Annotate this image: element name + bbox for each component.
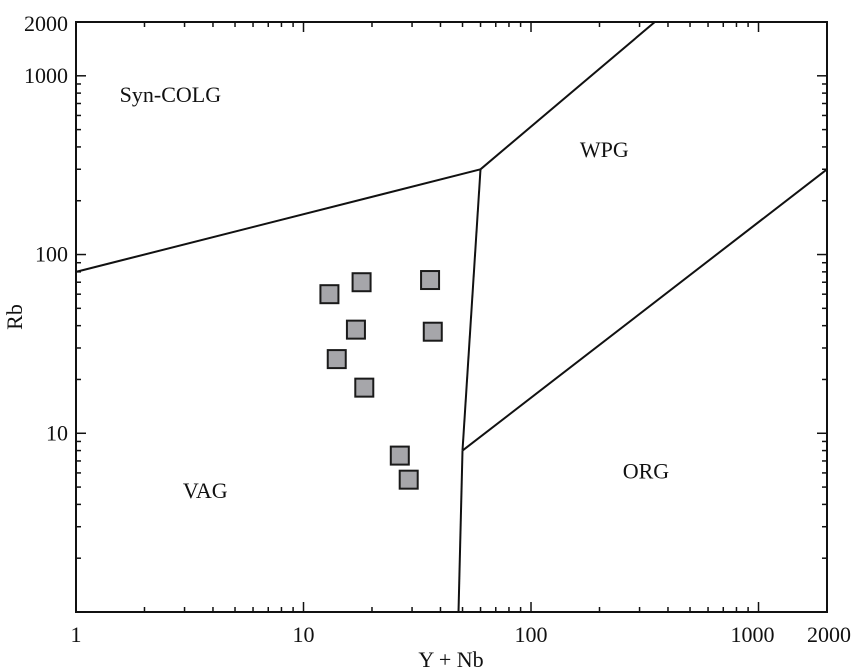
boundary-vag-wpg — [461, 169, 482, 451]
data-point — [422, 321, 443, 342]
boundary-syn-colg-vag — [75, 168, 481, 273]
x-axis-title: Y + Nb — [418, 647, 483, 671]
data-point — [389, 445, 410, 466]
y-axis-title: Rb — [2, 304, 27, 330]
plot-frame — [75, 21, 828, 613]
x-tick-label: 100 — [515, 622, 548, 647]
field-boundaries — [75, 21, 828, 613]
field-label-wpg: WPG — [580, 137, 629, 162]
data-point — [351, 272, 372, 293]
y-tick-label: 10 — [46, 420, 68, 445]
data-points — [319, 270, 443, 490]
data-point — [326, 349, 347, 370]
x-tick-label: 10 — [293, 622, 315, 647]
axis-ticks — [75, 21, 828, 613]
y-tick-label: 1000 — [24, 63, 68, 88]
data-point — [354, 377, 375, 398]
field-label-org: ORG — [623, 458, 670, 483]
data-point — [420, 270, 441, 291]
field-label-syn-colg: Syn-COLG — [120, 82, 222, 107]
x-tick-label: 2000 — [807, 622, 851, 647]
y-tick-label: 2000 — [24, 11, 68, 36]
data-point — [345, 319, 366, 340]
y-tick-label: 100 — [35, 242, 68, 267]
x-tick-label: 1 — [71, 622, 82, 647]
data-point — [319, 284, 340, 305]
boundary-vag-org — [457, 450, 464, 613]
data-point — [398, 469, 419, 490]
boundary-syn-colg-wpg — [479, 21, 656, 171]
x-tick-label: 1000 — [731, 622, 775, 647]
boundary-wpg-org — [461, 168, 828, 452]
field-labels: Syn-COLG WPG VAG ORG — [120, 82, 670, 503]
axis-tick-labels: 1 10 100 1000 2000 10 100 1000 2000 — [24, 11, 851, 647]
field-label-vag: VAG — [183, 478, 228, 503]
